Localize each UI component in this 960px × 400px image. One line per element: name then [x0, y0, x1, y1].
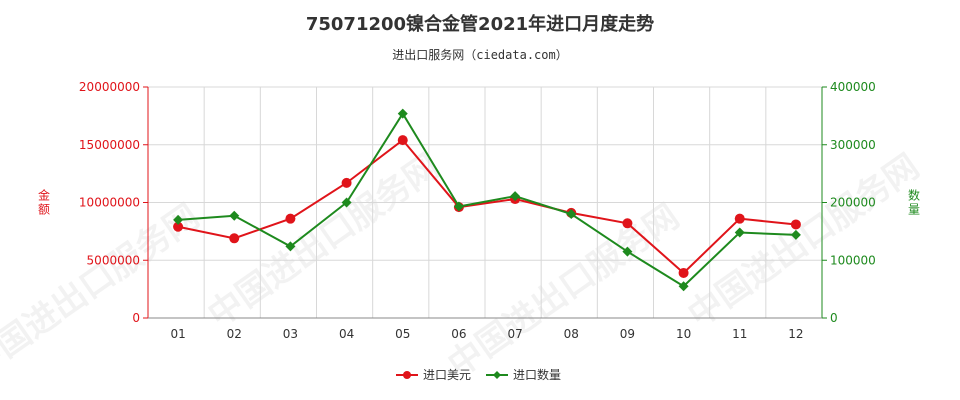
left-y-tick-label: 5000000 [87, 253, 140, 267]
series-point-1[interactable] [341, 177, 352, 188]
left-y-axis-label: 金 [38, 188, 50, 203]
series-point-2[interactable] [622, 246, 633, 257]
right-y-tick-label: 0 [830, 311, 838, 325]
series-point-1[interactable] [734, 213, 745, 224]
left-y-tick-label: 20000000 [79, 80, 140, 94]
x-tick-label: 11 [732, 327, 747, 341]
left-y-axis-label: 额 [38, 203, 50, 217]
x-tick-label: 07 [507, 327, 522, 341]
series-line-1 [177, 138, 797, 275]
chart-subtitle: 进出口服务网（ciedata.com） [392, 48, 568, 62]
right-y-axis-label: 量 [908, 203, 920, 217]
left-y-tick-label: 0 [132, 311, 140, 325]
series-layer [173, 108, 801, 292]
left-y-tick-label: 10000000 [79, 196, 140, 210]
series-point-1[interactable] [678, 267, 689, 278]
right-y-tick-label: 100000 [830, 253, 876, 267]
series-point-2[interactable] [341, 197, 352, 208]
x-tick-label: 09 [620, 327, 635, 341]
x-tick-label: 12 [788, 327, 803, 341]
series-point-1[interactable] [229, 233, 240, 244]
series-point-2[interactable] [678, 281, 689, 292]
legend: 进口美元 进口数量 [396, 367, 561, 382]
x-tick-label: 06 [451, 327, 466, 341]
axis-layer: 0 5000000 10000000 15000000 20000000 0 100000 2… [38, 80, 920, 341]
x-tick-label: 01 [170, 327, 185, 341]
series-point-2[interactable] [566, 209, 577, 220]
x-tick-label: 04 [339, 327, 354, 341]
right-y-tick-label: 400000 [830, 80, 876, 94]
legend-label[interactable]: 进口数量 [513, 367, 561, 382]
series-point-2[interactable] [173, 214, 184, 225]
series-point-1[interactable] [790, 219, 801, 230]
series-point-1[interactable] [397, 135, 408, 146]
watermark-text: 中国进出口服务网 [441, 197, 687, 386]
right-y-axis-label: 数 [908, 188, 920, 203]
series-point-1[interactable] [622, 218, 633, 229]
series-point-2[interactable] [229, 210, 240, 221]
x-tick-label: 08 [564, 327, 579, 341]
series-point-2[interactable] [790, 229, 801, 240]
x-tick-label: 05 [395, 327, 410, 341]
series-point-2[interactable] [453, 201, 464, 212]
right-y-tick-label: 300000 [830, 138, 876, 152]
x-tick-label: 10 [676, 327, 691, 341]
series-point-2[interactable] [734, 227, 745, 238]
legend-swatch-marker [493, 371, 501, 379]
series-point-2[interactable] [285, 241, 296, 252]
chart-title: 75071200镍合金管2021年进口月度走势 [305, 14, 655, 35]
series-point-2[interactable] [397, 108, 408, 119]
series-line-2 [178, 111, 796, 288]
series-point-2[interactable] [510, 191, 521, 202]
legend-swatch-marker [403, 371, 411, 379]
series-point-1[interactable] [285, 213, 296, 224]
legend-label[interactable]: 进口美元 [423, 368, 471, 382]
series-point-1[interactable] [173, 221, 184, 232]
right-y-tick-label: 200000 [830, 196, 876, 210]
left-y-tick-label: 15000000 [79, 138, 140, 152]
grid-layer [147, 86, 823, 319]
x-tick-label: 02 [227, 327, 242, 341]
x-tick-label: 03 [283, 327, 298, 341]
